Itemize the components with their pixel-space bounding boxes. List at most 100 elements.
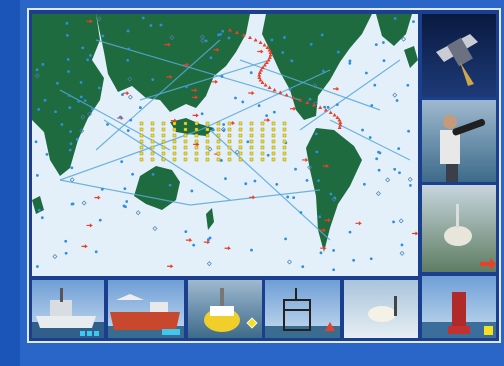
continent	[376, 14, 412, 46]
platform-dot	[246, 140, 250, 144]
array-buoy	[238, 139, 243, 144]
array-buoy	[139, 133, 144, 138]
platform-dot	[253, 179, 257, 183]
person	[446, 164, 458, 182]
platform-dot	[123, 187, 127, 191]
array-buoy	[150, 145, 155, 150]
array-buoy	[194, 127, 199, 132]
platform-dot	[79, 81, 83, 84]
array-buoy	[238, 127, 243, 132]
platform-diamond	[401, 36, 407, 42]
platform-dot	[34, 140, 38, 144]
platform-dot	[272, 110, 276, 114]
platform-dot	[106, 123, 109, 126]
platform-dot	[208, 236, 212, 240]
array-buoy	[216, 139, 221, 144]
platform-dot	[361, 128, 364, 132]
platform-dot	[275, 182, 279, 186]
coastal-station	[259, 68, 264, 72]
array-buoy	[260, 133, 265, 138]
array-buoy	[172, 133, 177, 138]
symbol-diamond	[246, 317, 258, 329]
platform-arrow	[166, 74, 173, 79]
coastal-station	[298, 98, 303, 102]
array-buoy	[260, 127, 265, 132]
platform-dot	[141, 16, 145, 20]
array-buoy	[260, 145, 265, 150]
array-buoy	[249, 121, 254, 126]
platform-diamond	[169, 35, 175, 41]
platform-dot	[98, 218, 102, 222]
platform-dot	[377, 168, 381, 172]
array-buoy	[172, 157, 177, 162]
platform-dot	[326, 105, 330, 109]
array-buoy	[172, 139, 177, 144]
platform-dot	[211, 128, 215, 132]
array-buoy	[161, 139, 166, 144]
platforms	[34, 16, 419, 272]
coastal-station	[337, 125, 342, 129]
platform-arrow	[192, 113, 200, 118]
platform-dot	[54, 110, 57, 114]
symbol-square	[87, 331, 92, 336]
array-buoy	[139, 139, 144, 144]
photo-cargo-ship	[108, 280, 184, 338]
array-buoy	[194, 151, 199, 156]
array-buoy	[139, 151, 144, 156]
platform-dot	[127, 47, 131, 51]
array-buoy	[161, 127, 166, 132]
platform-arrow	[224, 246, 232, 251]
platform-diamond	[127, 76, 133, 82]
buoy-top	[210, 306, 234, 316]
continent	[262, 14, 372, 120]
platform-dot	[101, 34, 105, 38]
platform-diamond	[234, 149, 240, 155]
platform-diamond	[312, 83, 318, 89]
platform-dot	[67, 70, 70, 73]
platform-dot	[352, 258, 356, 262]
platform-dot	[126, 129, 130, 132]
platform-dot	[398, 171, 401, 175]
platform-dot	[190, 189, 194, 193]
satellite-panel	[460, 62, 474, 86]
platform-arrow	[203, 240, 211, 245]
platform-dot	[309, 42, 313, 46]
platform-dot	[131, 172, 134, 176]
coastal-station	[260, 80, 265, 84]
platform-arrow	[183, 62, 190, 67]
array-buoy	[282, 157, 287, 162]
platform-dot	[86, 58, 90, 62]
ship-hull	[36, 316, 96, 328]
array-buoy	[205, 133, 210, 138]
platform-dot	[97, 86, 101, 90]
array-buoy	[183, 151, 188, 156]
array-buoy	[249, 157, 254, 162]
coastal-station	[234, 30, 239, 34]
platform-dot	[265, 114, 269, 117]
array-buoy	[183, 139, 188, 144]
platform-dot	[319, 251, 323, 255]
map	[32, 14, 419, 276]
coastal-station	[262, 43, 267, 47]
platform-dot	[335, 103, 339, 107]
platform-dot	[395, 99, 399, 102]
coastal-station	[332, 113, 337, 117]
coastal-station	[328, 110, 333, 114]
array-buoy	[227, 139, 232, 144]
symbol-square	[94, 331, 99, 336]
array-buoy	[172, 151, 177, 156]
array-buoy	[150, 139, 155, 144]
array-buoy	[183, 133, 188, 138]
ship-cabin	[150, 302, 168, 312]
array-buoy	[249, 133, 254, 138]
array-buoy	[238, 157, 243, 162]
platform-dot	[69, 130, 72, 134]
platform-dot	[168, 183, 172, 187]
island	[32, 196, 44, 214]
platform-arrow	[123, 91, 130, 96]
platform-dot	[308, 97, 312, 101]
array-buoy	[227, 121, 232, 126]
platform-dot	[36, 265, 39, 268]
platform-dot	[270, 38, 274, 42]
platform-dot	[409, 183, 412, 187]
